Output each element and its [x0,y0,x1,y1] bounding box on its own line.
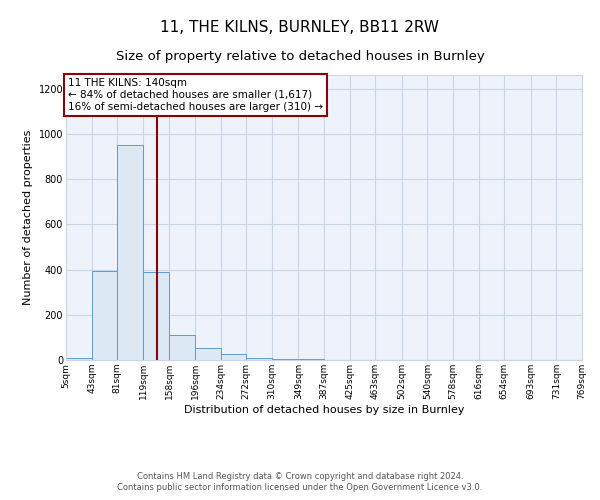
Bar [195,348,221,360]
Bar [272,359,298,360]
Bar [92,270,118,360]
Bar [221,354,247,360]
Bar [66,358,92,360]
Text: 11 THE KILNS: 140sqm
← 84% of detached houses are smaller (1,617)
16% of semi-de: 11 THE KILNS: 140sqm ← 84% of detached h… [68,78,323,112]
Bar [247,358,272,360]
Bar [143,272,169,360]
X-axis label: Distribution of detached houses by size in Burnley: Distribution of detached houses by size … [184,404,464,414]
Text: Size of property relative to detached houses in Burnley: Size of property relative to detached ho… [116,50,484,63]
Text: 11, THE KILNS, BURNLEY, BB11 2RW: 11, THE KILNS, BURNLEY, BB11 2RW [161,20,439,35]
Y-axis label: Number of detached properties: Number of detached properties [23,130,33,305]
Bar [169,335,195,360]
Text: Contains public sector information licensed under the Open Government Licence v3: Contains public sector information licen… [118,484,482,492]
Bar [298,359,324,360]
Text: Contains HM Land Registry data © Crown copyright and database right 2024.: Contains HM Land Registry data © Crown c… [137,472,463,481]
Bar [118,145,143,360]
